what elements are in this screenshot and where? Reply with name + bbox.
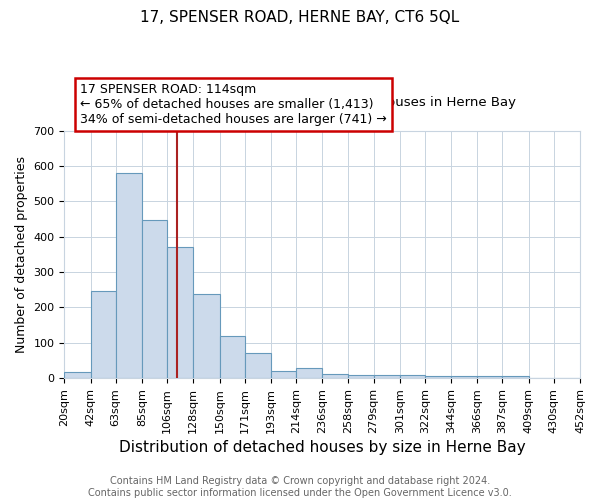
- Text: Contains HM Land Registry data © Crown copyright and database right 2024.
Contai: Contains HM Land Registry data © Crown c…: [88, 476, 512, 498]
- Bar: [142, 220, 167, 378]
- Text: 17 SPENSER ROAD: 114sqm
← 65% of detached houses are smaller (1,413)
34% of semi: 17 SPENSER ROAD: 114sqm ← 65% of detache…: [80, 82, 386, 126]
- Bar: [193, 294, 220, 378]
- Bar: [451, 376, 478, 378]
- Bar: [296, 368, 322, 378]
- Text: 17, SPENSER ROAD, HERNE BAY, CT6 5QL: 17, SPENSER ROAD, HERNE BAY, CT6 5QL: [140, 10, 460, 25]
- Bar: [374, 376, 400, 378]
- Bar: [91, 290, 116, 378]
- Bar: [322, 374, 349, 378]
- Bar: [220, 336, 245, 378]
- Bar: [116, 173, 142, 378]
- Bar: [167, 248, 193, 378]
- Bar: [271, 371, 296, 378]
- Bar: [425, 376, 451, 378]
- Title: Size of property relative to detached houses in Herne Bay: Size of property relative to detached ho…: [129, 96, 516, 108]
- Y-axis label: Number of detached properties: Number of detached properties: [15, 156, 28, 353]
- Bar: [349, 374, 374, 378]
- Bar: [502, 376, 529, 378]
- X-axis label: Distribution of detached houses by size in Herne Bay: Distribution of detached houses by size …: [119, 440, 526, 455]
- Bar: [400, 376, 425, 378]
- Bar: [64, 372, 91, 378]
- Bar: [478, 376, 502, 378]
- Bar: [245, 354, 271, 378]
